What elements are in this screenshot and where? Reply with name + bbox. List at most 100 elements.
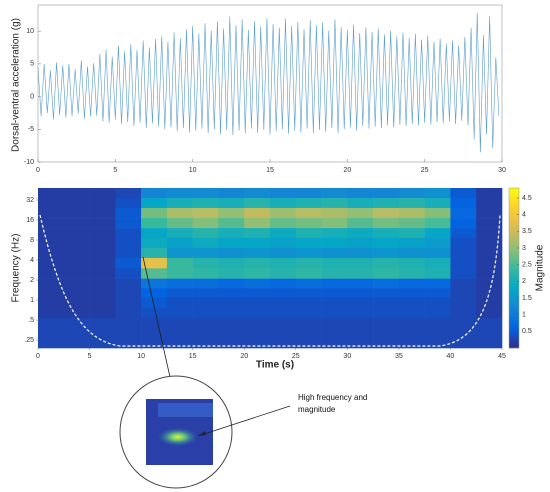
heat-cell (476, 307, 503, 319)
heat-cell (166, 278, 193, 289)
zoom-band (158, 403, 213, 417)
heat-cell (38, 307, 65, 319)
heat-cell (476, 337, 503, 349)
heat-cell (398, 317, 425, 329)
colorbar-frame (508, 187, 520, 349)
heat-cell (321, 297, 348, 309)
heat-cell (295, 297, 322, 309)
colorbar-step (509, 293, 519, 296)
colorbar-step (509, 250, 519, 254)
heat-cell (38, 188, 65, 199)
heat-cell (166, 237, 193, 249)
heat-cell (89, 188, 116, 199)
heat-cell (450, 288, 477, 298)
heat-cell (192, 288, 219, 298)
colorbar-step (509, 285, 519, 289)
y-tick-label: .25 (24, 337, 34, 344)
y-tick-label: .5 (28, 317, 34, 324)
heat-cell (270, 268, 297, 279)
heat-cell (63, 327, 90, 339)
heat-cell (398, 207, 425, 219)
colorbar-step (509, 253, 519, 256)
heat-cell (295, 257, 322, 269)
colorbar-step (509, 225, 519, 229)
heat-cell (398, 337, 425, 349)
heat-cell (141, 278, 168, 289)
heat-cell (295, 247, 322, 259)
heat-cell (89, 327, 116, 339)
annotation-arrow (197, 405, 291, 437)
heat-cell (347, 237, 374, 249)
colorbar-step (509, 278, 519, 281)
heat-cell (166, 188, 193, 199)
heat-cell (89, 237, 116, 249)
heat-cell (321, 228, 348, 239)
heat-cell (424, 317, 451, 329)
y-tick-label: 5 (30, 61, 34, 68)
heat-cell (321, 207, 348, 219)
x-tick-label: 25 (292, 353, 300, 360)
heat-cell (321, 268, 348, 279)
heat-cell (38, 247, 65, 259)
heat-cell (115, 337, 142, 349)
heat-cell (424, 237, 451, 249)
heat-cell (141, 307, 168, 319)
heat-cell (373, 327, 400, 339)
heat-cell (373, 337, 400, 349)
colorbar-step (509, 260, 519, 264)
heat-cell (218, 257, 245, 269)
colorbar-step (509, 210, 519, 214)
colorbar-step (509, 258, 519, 261)
heat-cell (398, 228, 425, 239)
zoom-line (142, 256, 171, 378)
heat-cell (321, 278, 348, 289)
heat-cell (398, 257, 425, 269)
heat-cell (476, 237, 503, 249)
heat-cell (218, 198, 245, 209)
heat-cell (476, 317, 503, 329)
heat-cell (295, 198, 322, 209)
heat-cell (166, 228, 193, 239)
heat-cell (476, 198, 503, 209)
heat-cell (424, 228, 451, 239)
heat-cell (270, 228, 297, 239)
heat-cell (38, 228, 65, 239)
heat-cell (115, 218, 142, 229)
heat-cell (89, 257, 116, 269)
heat-cell (398, 268, 425, 279)
heat-cell (295, 317, 322, 329)
x-tick-label: 45 (498, 353, 506, 360)
heat-cell (476, 268, 503, 279)
heat-cell (218, 228, 245, 239)
heat-cell (218, 307, 245, 319)
heat-cell (244, 317, 271, 329)
colorbar-tick-label: 0.5 (522, 328, 532, 335)
heat-cell (321, 288, 348, 298)
signal-line (37, 12, 500, 153)
heat-cell (321, 257, 348, 269)
colorbar-step (509, 318, 519, 321)
x-tick-label: 10 (189, 167, 197, 174)
heat-cell (89, 228, 116, 239)
heat-cell (373, 198, 400, 209)
heat-cell (192, 268, 219, 279)
heat-cell (450, 257, 477, 269)
colorbar-step (509, 205, 519, 209)
heat-cell (89, 317, 116, 329)
heat-cell (295, 218, 322, 229)
heat-cell (398, 297, 425, 309)
heat-cell (450, 337, 477, 349)
colorbar-tick-label: 1 (522, 312, 526, 319)
heat-cell (218, 237, 245, 249)
heat-cell (89, 207, 116, 219)
heat-cell (295, 337, 322, 349)
heat-cell (373, 297, 400, 309)
heat-cell (321, 307, 348, 319)
heat-cell (244, 268, 271, 279)
colorbar-step (509, 330, 519, 334)
heat-cell (38, 337, 65, 349)
colorbar-label: Magnitude (535, 244, 546, 291)
heat-cell (63, 297, 90, 309)
heat-cell (270, 337, 297, 349)
